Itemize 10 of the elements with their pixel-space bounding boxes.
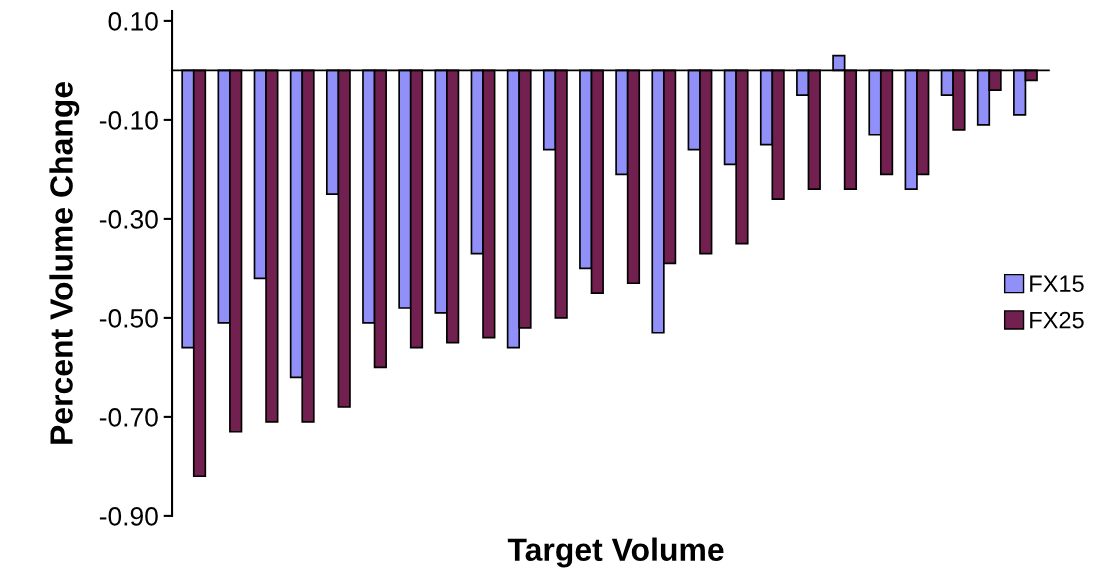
legend-label: FX15 (1030, 275, 1084, 293)
y-tick-label: -0.90 (99, 507, 158, 526)
y-tick-label: -0.10 (99, 111, 158, 130)
y-axis-title: Percent Volume Change (49, 81, 80, 444)
legend-label: FX25 (1030, 311, 1084, 329)
y-tick-label: -0.50 (99, 309, 158, 328)
x-axis-title: Target Volume (507, 537, 724, 568)
y-tick-label: -0.30 (99, 210, 158, 229)
y-tick-label: 0.10 (108, 12, 158, 31)
y-tick-label: -0.70 (99, 408, 158, 427)
